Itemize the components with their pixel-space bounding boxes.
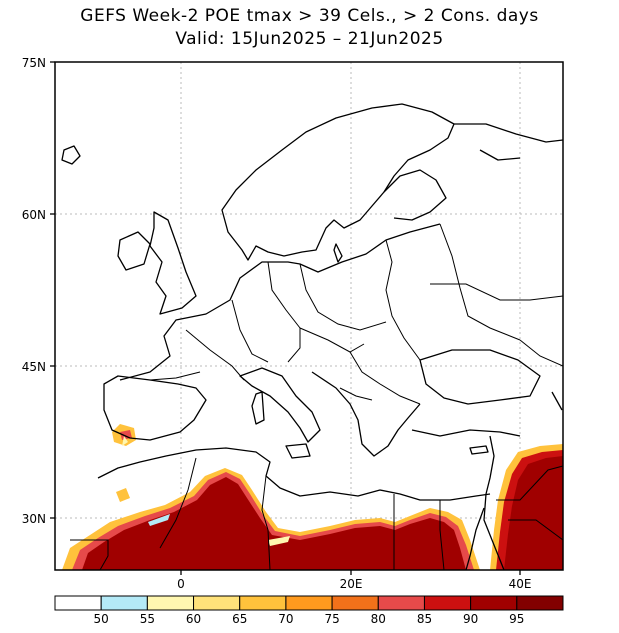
country-borders [70, 223, 563, 570]
legend-swatch [285, 595, 333, 611]
legend-swatch [423, 595, 472, 611]
legend-swatch [470, 595, 518, 611]
map-valid-period: Valid: 15Jun2025 – 21Jun2025 [175, 29, 444, 49]
axis-ticks [50, 61, 521, 575]
legend-level-label: 65 [232, 612, 247, 626]
legend-level-label: 90 [463, 612, 478, 626]
coastlines [61, 103, 563, 570]
lat-label-45n: 45N [22, 360, 46, 374]
legend-swatch [193, 595, 241, 611]
legend-level-label: 70 [278, 612, 293, 626]
lon-label-0: 0 [177, 577, 185, 591]
legend-swatch [100, 595, 148, 611]
legend-level-label: 50 [94, 612, 109, 626]
legend-swatch [54, 595, 102, 611]
lat-label-75n: 75N [22, 56, 46, 70]
lat-label-30n: 30N [22, 512, 46, 526]
probability-shading-africa [62, 468, 480, 570]
legend-level-label: 95 [509, 612, 524, 626]
lon-label-20e: 20E [340, 577, 363, 591]
legend-swatch [331, 595, 379, 611]
legend-swatch [516, 595, 564, 611]
map-frame [54, 61, 564, 571]
legend-level-label: 75 [324, 612, 339, 626]
map-plot-area [55, 62, 563, 570]
legend-swatch [146, 595, 195, 611]
legend-level-label: 80 [371, 612, 386, 626]
lat-label-60n: 60N [22, 208, 46, 222]
legend-swatch [239, 595, 287, 611]
probability-shading-arabia [490, 444, 563, 570]
graticule [55, 62, 563, 570]
legend-level-label: 55 [140, 612, 155, 626]
map-title: GEFS Week-2 POE tmax > 39 Cels., > 2 Con… [80, 6, 539, 26]
lon-label-40e: 40E [509, 577, 532, 591]
legend-level-label: 60 [186, 612, 201, 626]
legend-level-label: 85 [417, 612, 432, 626]
color-legend: 50 55 60 65 70 75 80 85 90 95 [54, 595, 564, 626]
legend-swatch [377, 595, 425, 611]
